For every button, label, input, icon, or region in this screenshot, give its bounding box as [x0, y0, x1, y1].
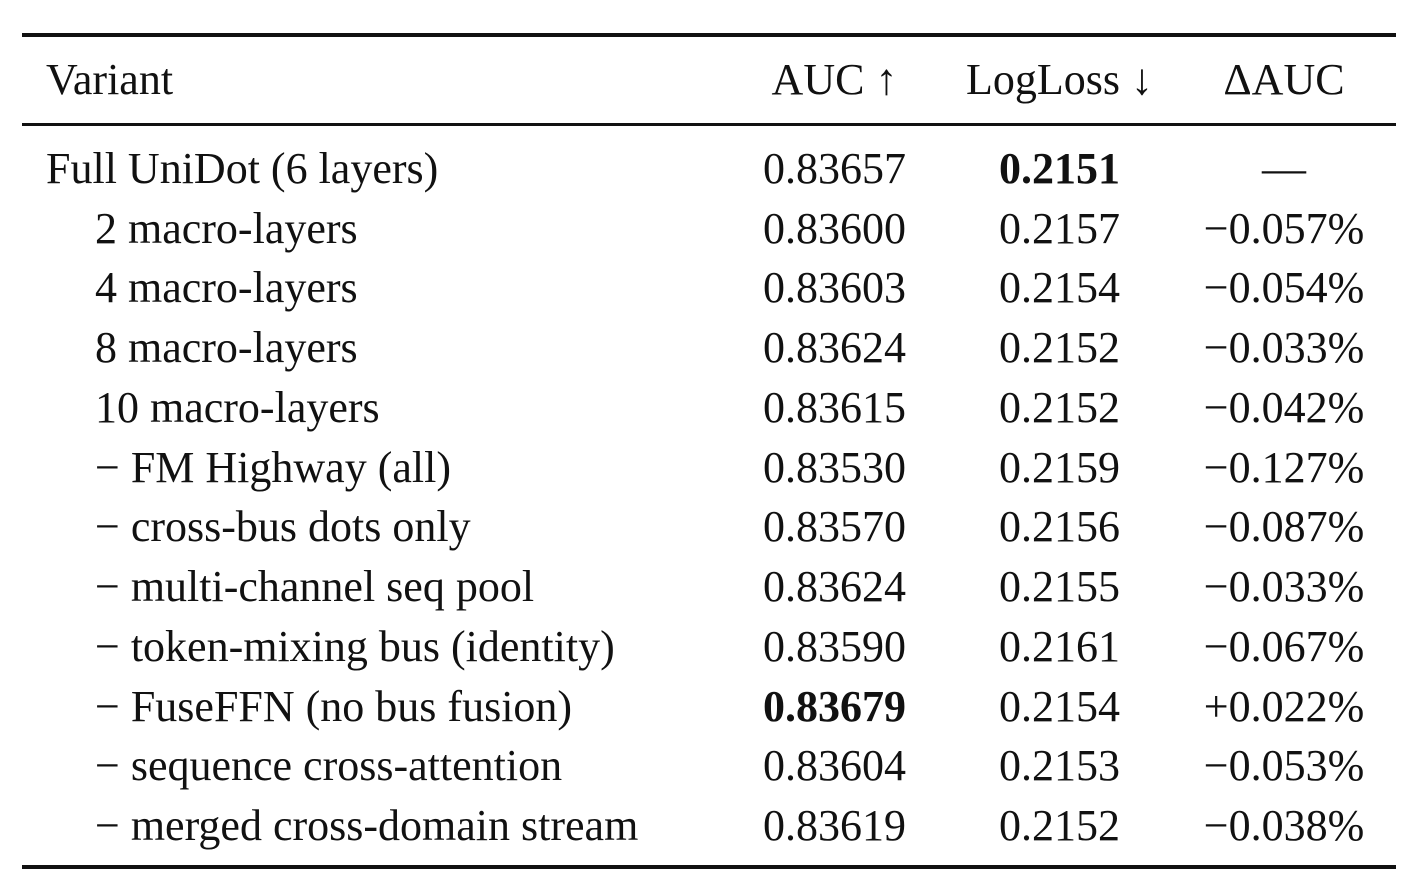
auc-cell: 0.83603 — [763, 263, 906, 313]
logloss-cell: 0.2153 — [999, 741, 1120, 791]
variant-cell: − FM Highway (all) — [95, 442, 451, 492]
table-row: − cross-bus dots only 0.83570 0.2156 −0.087… — [22, 498, 1396, 558]
logloss-cell: 0.2156 — [999, 502, 1120, 552]
logloss-cell: 0.2161 — [999, 621, 1120, 671]
delta-auc-cell: +0.022% — [1203, 681, 1365, 731]
variant-cell: − token-mixing bus (identity) — [95, 621, 615, 671]
auc-cell: 0.83615 — [763, 382, 906, 432]
table-row: 2 macro-layers 0.83600 0.2157 −0.057% — [22, 199, 1396, 259]
variant-cell: 8 macro-layers — [95, 323, 358, 373]
header-row: Variant AUC ↑ LogLoss ↓ ΔAUC — [22, 37, 1396, 123]
bottom-rule — [22, 865, 1396, 869]
delta-auc-cell: −0.087% — [1203, 502, 1365, 552]
variant-cell: − cross-bus dots only — [95, 502, 471, 552]
auc-cell: 0.83657 — [763, 143, 906, 193]
logloss-cell: 0.2157 — [999, 203, 1120, 253]
logloss-cell: 0.2159 — [999, 442, 1120, 492]
table-row: − FuseFFN (no bus fusion) 0.83679 0.2154 +0… — [22, 677, 1396, 737]
variant-cell: − FuseFFN (no bus fusion) — [95, 681, 573, 731]
variant-cell: 10 macro-layers — [95, 382, 380, 432]
logloss-cell: 0.2152 — [999, 323, 1120, 373]
variant-cell: 2 macro-layers — [95, 203, 358, 253]
delta-auc-cell: −0.127% — [1203, 442, 1365, 492]
header-variant: Variant — [46, 55, 174, 104]
auc-cell: 0.83624 — [763, 323, 906, 373]
variant-cell: Full UniDot (6 layers) — [46, 143, 439, 193]
auc-cell: 0.83619 — [763, 801, 906, 851]
auc-cell: 0.83604 — [763, 741, 906, 791]
delta-auc-cell: −0.038% — [1203, 801, 1365, 851]
logloss-cell: 0.2154 — [999, 263, 1120, 313]
delta-auc-cell: −0.067% — [1203, 621, 1365, 671]
logloss-cell: 0.2152 — [999, 801, 1120, 851]
table-row: Full UniDot (6 layers) 0.83657 0.2151 — — [22, 139, 1396, 199]
table-row: − FM Highway (all) 0.83530 0.2159 −0.127% — [22, 438, 1396, 498]
table-body: Full UniDot (6 layers) 0.83657 0.2151 — 2 ma… — [22, 139, 1396, 856]
delta-auc-cell: −0.033% — [1203, 323, 1365, 373]
table-row: − multi-channel seq pool 0.83624 0.2155 −0.… — [22, 557, 1396, 617]
top-rule — [22, 33, 1396, 37]
delta-auc-cell: −0.033% — [1203, 562, 1365, 612]
table-row: − merged cross-domain stream 0.83619 0.215… — [22, 796, 1396, 856]
delta-auc-cell: −0.054% — [1203, 263, 1365, 313]
variant-cell: − merged cross-domain stream — [95, 801, 639, 851]
auc-cell: 0.83600 — [763, 203, 906, 253]
variant-cell: 4 macro-layers — [95, 263, 358, 313]
table-row: 8 macro-layers 0.83624 0.2152 −0.033% — [22, 318, 1396, 378]
table-row: − sequence cross-attention 0.83604 0.2153 −… — [22, 737, 1396, 797]
delta-auc-cell: −0.057% — [1203, 203, 1365, 253]
delta-auc-cell: −0.042% — [1203, 382, 1365, 432]
auc-cell: 0.83590 — [763, 621, 906, 671]
auc-cell: 0.83624 — [763, 562, 906, 612]
delta-auc-cell: — — [1262, 143, 1306, 193]
mid-rule — [22, 123, 1396, 126]
results-table: Variant AUC ↑ LogLoss ↓ ΔAUC Full UniDot… — [22, 33, 1396, 869]
header-auc: AUC ↑ — [771, 55, 898, 104]
logloss-cell: 0.2152 — [999, 382, 1120, 432]
logloss-cell: 0.2151 — [999, 143, 1120, 193]
variant-cell: − multi-channel seq pool — [95, 562, 535, 612]
auc-cell: 0.83570 — [763, 502, 906, 552]
header-logloss: LogLoss ↓ — [966, 55, 1153, 104]
delta-auc-cell: −0.053% — [1203, 741, 1365, 791]
variant-cell: − sequence cross-attention — [95, 741, 563, 791]
auc-cell: 0.83679 — [763, 681, 906, 731]
logloss-cell: 0.2154 — [999, 681, 1120, 731]
table-row: 4 macro-layers 0.83603 0.2154 −0.054% — [22, 259, 1396, 319]
header-delta-auc: ΔAUC — [1223, 55, 1345, 104]
auc-cell: 0.83530 — [763, 442, 906, 492]
logloss-cell: 0.2155 — [999, 562, 1120, 612]
table-row: 10 macro-layers 0.83615 0.2152 −0.042% — [22, 378, 1396, 438]
table-row: − token-mixing bus (identity) 0.83590 0.21… — [22, 617, 1396, 677]
